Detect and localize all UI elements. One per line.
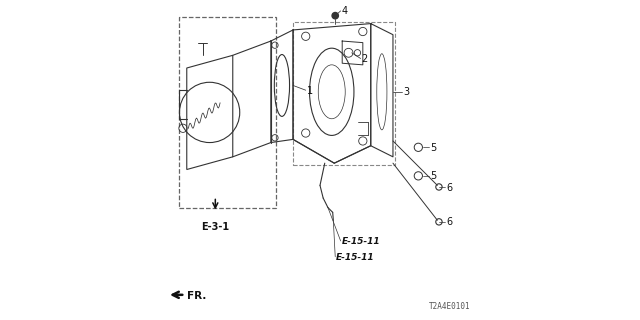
Text: 5: 5 — [430, 172, 436, 181]
Text: 6: 6 — [446, 183, 452, 193]
Text: E-15-11: E-15-11 — [336, 253, 375, 262]
Text: 1: 1 — [307, 86, 313, 96]
Text: FR.: FR. — [187, 292, 206, 301]
Text: E-15-11: E-15-11 — [342, 237, 380, 246]
Text: 6: 6 — [446, 218, 452, 228]
Text: 5: 5 — [430, 143, 436, 153]
Circle shape — [332, 12, 339, 19]
Bar — [293, 22, 394, 165]
Bar — [179, 17, 276, 208]
Text: 2: 2 — [361, 54, 367, 64]
Text: 3: 3 — [403, 87, 410, 97]
Text: 4: 4 — [342, 6, 348, 16]
Text: T2A4E0101: T2A4E0101 — [429, 302, 470, 311]
Text: E-3-1: E-3-1 — [201, 222, 229, 232]
